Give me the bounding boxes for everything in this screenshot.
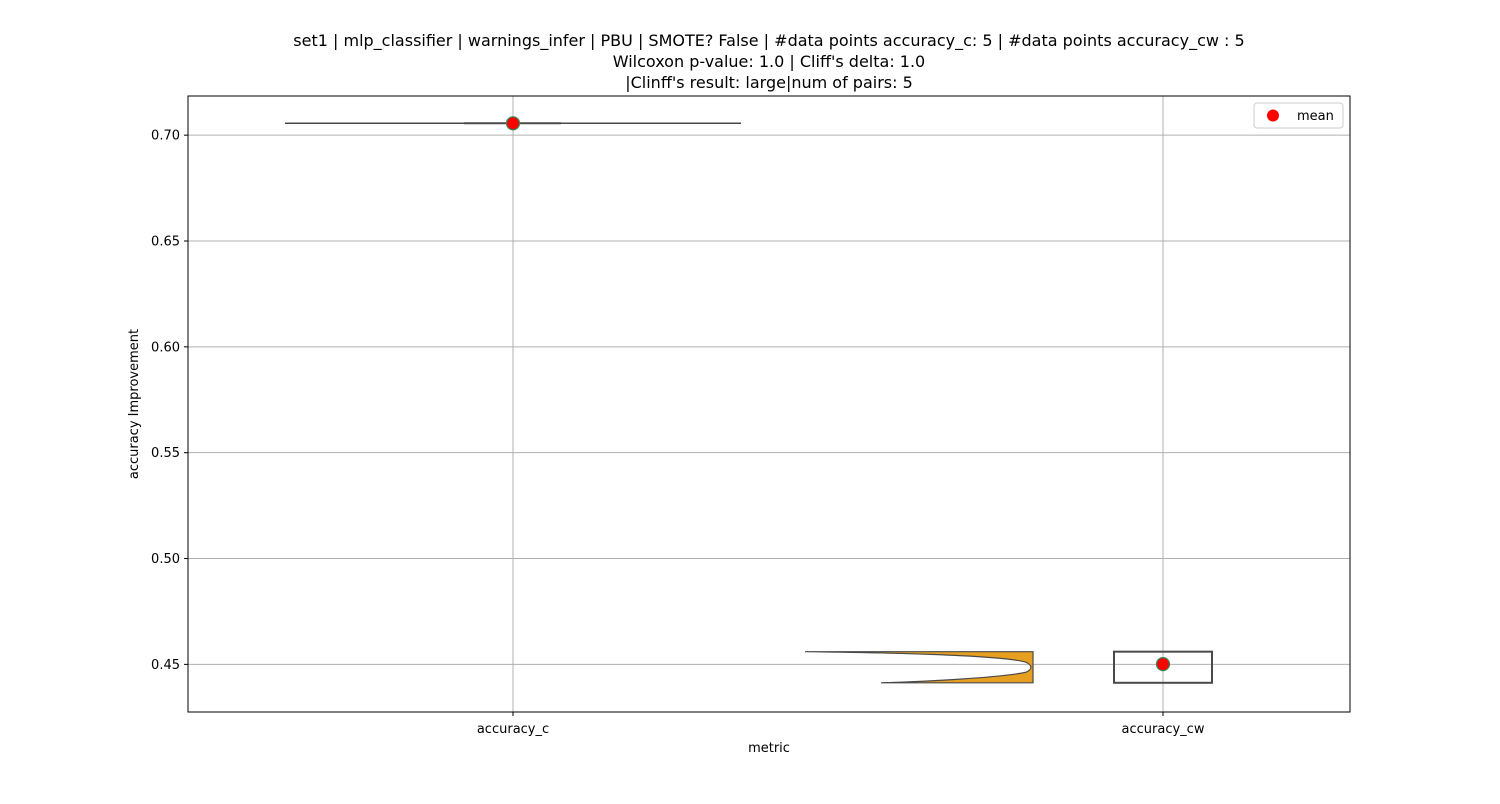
legend-mean-marker: [1267, 109, 1279, 122]
y-tick-label: 0.45: [151, 658, 180, 673]
plot-frame: [187, 95, 1351, 713]
mean-marker: [505, 116, 521, 131]
x-tick-label: accuracy_cw: [1122, 722, 1205, 737]
y-tick-label: 0.70: [151, 129, 180, 144]
box-accuracy-cw: [1113, 650, 1213, 684]
y-axis-ticks: 0.45 0.50 0.55 0.60 0.65 0.70: [151, 129, 188, 673]
chart-title-line-1: set1 | mlp_classifier | warnings_infer |…: [293, 31, 1244, 51]
chart-title-line-2: Wilcoxon p-value: 1.0 | Cliff's delta: 1…: [613, 52, 925, 71]
x-axis-label: metric: [748, 741, 790, 756]
legend-box: [1253, 102, 1344, 129]
violin-layer: [285, 122, 1034, 684]
box-layer: [464, 122, 1213, 684]
chart-title-line-3: |Clinff's result: large|num of pairs: 5: [625, 73, 913, 92]
grid-layer: [188, 96, 1350, 712]
legend: mean: [1253, 102, 1344, 129]
y-axis-label: accuracy Improvement: [127, 329, 142, 479]
mean-marker: [1155, 657, 1171, 672]
x-tick-label: accuracy_c: [477, 722, 549, 737]
x-axis-ticks: accuracy_c accuracy_cw: [477, 712, 1205, 737]
y-tick-label: 0.50: [151, 552, 180, 567]
legend-mean-label: mean: [1297, 109, 1334, 124]
y-tick-label: 0.55: [151, 446, 180, 461]
mean-layer: [505, 116, 1171, 672]
violin-accuracy-cw: [804, 651, 1034, 684]
y-tick-label: 0.65: [151, 235, 180, 250]
y-tick-label: 0.60: [151, 340, 180, 355]
